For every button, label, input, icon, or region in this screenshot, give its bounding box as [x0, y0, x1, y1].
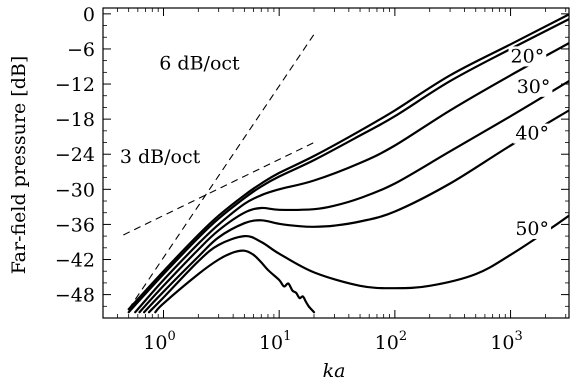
series-line-1 — [127, 18, 569, 314]
x-tick-label-1: 101 — [259, 329, 291, 354]
annotation-bg-1 — [117, 147, 203, 167]
y-tick-label-4: −24 — [55, 144, 95, 166]
x-axis-label: ka — [323, 360, 346, 382]
y-tick-label-0: 0 — [83, 4, 95, 26]
y-tick-label-2: −12 — [55, 74, 95, 96]
y-tick-label-3: −18 — [55, 109, 95, 131]
y-tick-label-6: −36 — [55, 214, 95, 236]
y-tick-label-5: −30 — [55, 179, 95, 201]
y-tick-label-7: −42 — [55, 250, 95, 272]
y-tick-label-1: −6 — [67, 39, 95, 61]
annotation-3: 30° — [514, 76, 553, 98]
x-tick-label-2: 102 — [375, 329, 407, 354]
series-line-2 — [134, 42, 569, 314]
asymptote-line-0 — [128, 34, 315, 310]
series-line-4 — [143, 109, 569, 314]
annotation-2: 20° — [508, 45, 547, 67]
y-axis-label: Far-field pressure [dB] — [8, 56, 30, 274]
series-line-6 — [154, 249, 316, 314]
x-tick-label-0: 100 — [143, 329, 175, 354]
annotation-layer: 6 dB/oct 3 dB/oct 20° 30° 40° 50° — [117, 45, 553, 240]
annotation-bg-3 — [514, 76, 553, 97]
x-tick-label-3: 103 — [490, 329, 522, 354]
x-tick-label-base: 10 — [259, 332, 283, 354]
annotation-label-2: 20° — [511, 45, 545, 67]
series-layer — [127, 13, 569, 314]
annotation-bg-4 — [513, 123, 552, 144]
x-tick-label-exponent: 3 — [515, 329, 523, 344]
x-tick-label-exponent: 0 — [167, 329, 175, 344]
x-tick-label-base: 10 — [375, 332, 399, 354]
x-tick-label-exponent: 2 — [399, 329, 407, 344]
x-tick-label-exponent: 1 — [283, 329, 291, 344]
annotation-label-1: 3 dB/oct — [120, 146, 201, 168]
annotation-bg-2 — [508, 46, 547, 67]
annotation-label-4: 40° — [515, 123, 549, 145]
asymptote-layer — [123, 34, 315, 310]
x-tick-label-base: 10 — [143, 332, 167, 354]
annotation-4: 40° — [513, 123, 552, 145]
y-tick-label-8: −48 — [55, 285, 95, 307]
annotation-label-3: 30° — [517, 76, 551, 98]
plot-frame — [102, 7, 570, 319]
series-line-0 — [127, 13, 569, 311]
annotation-0: 6 dB/oct — [157, 52, 243, 74]
x-tick-label-base: 10 — [490, 332, 514, 354]
series-line-5 — [147, 214, 569, 314]
annotation-bg-0 — [157, 53, 243, 74]
annotation-bg-5 — [513, 218, 552, 239]
series-line-3 — [138, 80, 569, 314]
annotation-5: 50° — [513, 218, 552, 240]
annotation-label-5: 50° — [515, 218, 549, 240]
annotation-label-0: 6 dB/oct — [159, 52, 240, 74]
annotation-1: 3 dB/oct — [117, 146, 203, 168]
